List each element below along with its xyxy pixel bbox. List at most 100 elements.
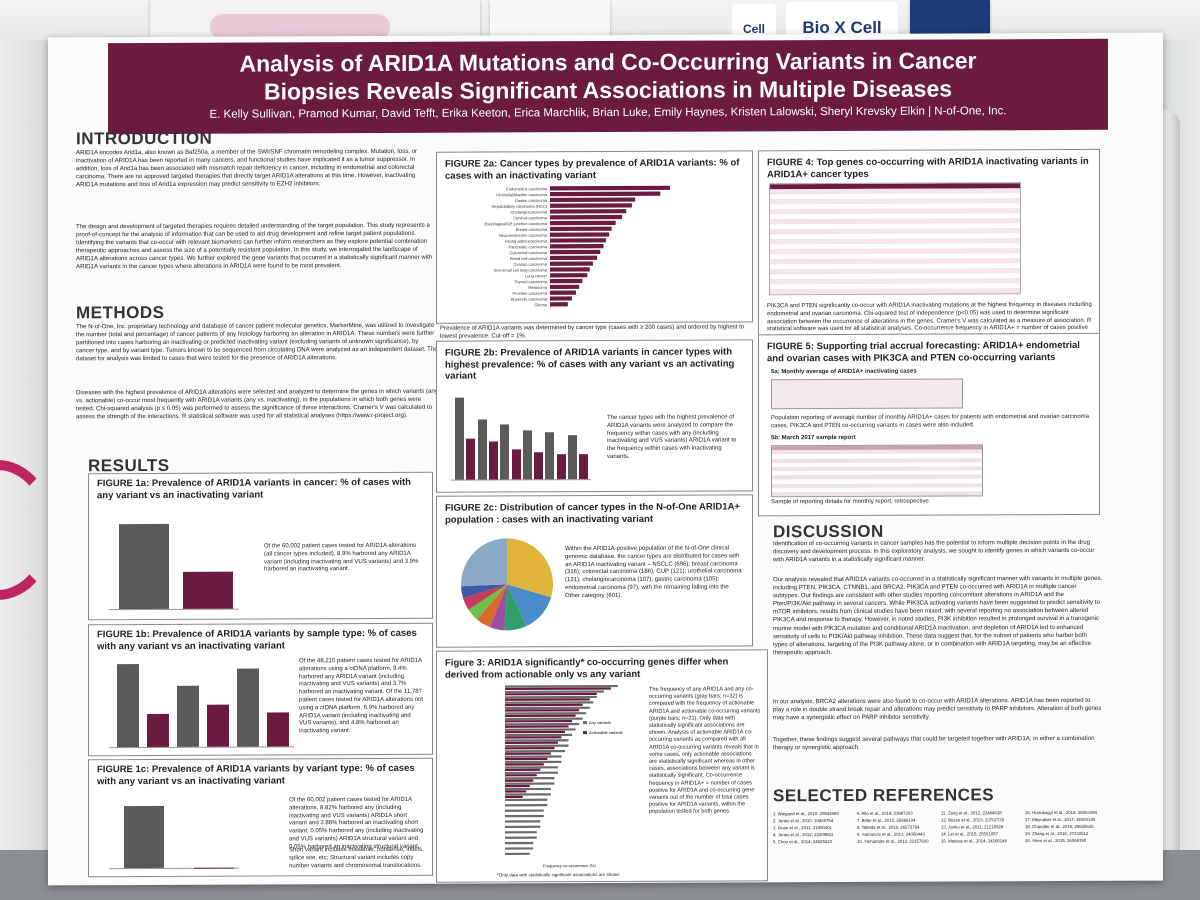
figure-3-caption: The frequency of any ARID1A and any co-o…: [649, 686, 761, 816]
fig3-bar-any: [505, 825, 541, 829]
figure-1c-title: FIGURE 1c: Prevalence of ARID1A variants…: [97, 762, 415, 787]
chart-bar: [207, 704, 229, 747]
references-column: 1. Wiegand et al., 2010; 20942669 2. Jone…: [773, 810, 855, 845]
fig3-bar-any: [505, 787, 551, 791]
references-column: 16. Hortobagyi et al., 2016; 26503394 17.…: [1025, 809, 1107, 844]
figure-3-chart: Any variants Actionable variants Frequency…: [505, 684, 623, 868]
fig2a-bar: [550, 278, 583, 284]
fig3-bar-any: [505, 782, 555, 785]
fig2a-category-label: Glioma: [534, 302, 547, 307]
fig2c-slice: [477, 584, 507, 628]
fig2a-category-label: Cervical carcinoma: [513, 215, 548, 220]
poster-title-bar: Analysis of ARID1A Mutations and Co-Occu…: [108, 38, 1108, 135]
chart-bar: [237, 668, 259, 747]
chart-bar: [194, 867, 234, 868]
fig3-bar-any: [505, 820, 541, 823]
reference-item: 20. Shen et al., 2015; 26069190: [1025, 837, 1087, 844]
fig3-bar-any: [505, 814, 544, 818]
fig3-bar-actionable: [505, 790, 527, 793]
chart-bar: [579, 454, 589, 480]
fig3-bar-any: [505, 722, 580, 726]
fig2a-category-label: Gastric carcinoma: [515, 198, 548, 203]
figure-1b-chart: [109, 658, 294, 749]
figure-1c: FIGURE 1c: Prevalence of ARID1A variants…: [88, 757, 433, 878]
fig2a-category-label: Endometrial carcinoma: [506, 186, 548, 191]
fig2a-bar: [550, 273, 588, 278]
fig2a-bar: [550, 296, 572, 301]
chart-bar: [477, 419, 487, 480]
reference-item: 5. Chou et al., 2014; 24925223: [773, 839, 833, 845]
discussion-p2: Our analysis revealed that ARID1A varian…: [773, 574, 1103, 657]
chart-bar: [147, 714, 169, 748]
fig3-bar-actionable: [505, 703, 583, 707]
poster-title-line1: Analysis of ARID1A Mutations and Co-Occu…: [239, 47, 977, 77]
fig2c-slice: [504, 584, 527, 631]
figure-5a-subtitle: 5a: Monthly average of ARID1A+ inactivat…: [771, 368, 917, 376]
chart-bar: [500, 424, 510, 480]
discussion-p3: In our analysis, BRCA2 alterations were …: [773, 696, 1102, 722]
fig2a-bar: [550, 220, 616, 226]
figure-2c-chart: [461, 538, 553, 631]
poster-authors: E. Kelly Sullivan, Pramod Kumar, David T…: [209, 105, 1007, 121]
introduction-p2: The design and development of targeted t…: [76, 221, 433, 271]
fig2a-category-label: Cholangiocarcinoma: [511, 209, 548, 214]
fig3-legend-label: Actionable variants: [589, 730, 623, 735]
fig2a-bar: [550, 244, 604, 249]
figure-2a: FIGURE 2a: Cancer types by prevalence of…: [436, 150, 753, 324]
chart-bar: [522, 429, 532, 480]
fig2a-category-label: Thyroid carcinoma: [514, 279, 548, 284]
chart-bar: [183, 571, 233, 609]
fig2a-bar: [550, 226, 612, 232]
figure-5b-table: [771, 444, 983, 498]
figure-1a-title: FIGURE 1a: Prevalence of ARID1A variants…: [97, 476, 411, 501]
fig3-bar-any: [505, 701, 594, 704]
fig2a-category-label: Urothelial/bladder carcinoma: [496, 192, 548, 197]
fig2a-category-label: Esophageal/GE junction carcinoma: [485, 221, 548, 226]
fig3-bar-any: [505, 771, 558, 775]
introduction-heading: INTRODUCTION: [76, 128, 213, 149]
methods-heading: METHODS: [76, 302, 165, 323]
fig3-bar-actionable: [505, 741, 558, 745]
figure-2c-title: FIGURE 2c: Distribution of cancer types …: [445, 501, 740, 526]
fig3-bar-any: [505, 744, 569, 748]
fig2a-bar: [550, 255, 598, 261]
figure-2a-chart: Endometrial carcinomaUrothelial/bladder …: [485, 185, 670, 307]
fig3-bar-any: [505, 706, 590, 710]
chart-bar: [117, 664, 139, 748]
fig3-bar-any: [505, 739, 569, 742]
chart-bar: [466, 438, 476, 480]
figure-2a-title: FIGURE 2a: Cancer types by prevalence of…: [445, 157, 740, 182]
fig3-bar-actionable: [505, 709, 580, 712]
chart-bar: [534, 451, 544, 480]
chart-bar: [511, 449, 521, 480]
fig2a-bar: [550, 267, 590, 272]
fig2c-slice: [462, 584, 507, 610]
figure-2b-title: FIGURE 2b: Prevalence of ARID1A variants…: [445, 346, 735, 382]
figure-1c-caption: Of the 60,002 patient cases tested for A…: [289, 796, 424, 851]
fig2a-category-label: Ovarian carcinoma: [513, 262, 547, 267]
fig2a-bar: [550, 185, 670, 191]
chart-bar: [119, 524, 169, 610]
fig3-bar-any: [505, 766, 558, 769]
discussion-p1: Identification of co-occurring variants …: [773, 538, 1095, 564]
fig3-bar-actionable: [505, 774, 537, 777]
fig3-bar-actionable: [505, 779, 534, 782]
figure-3-footnote: *Only data with statistically significan…: [497, 871, 620, 878]
fig2a-category-label: Melanoma: [528, 285, 547, 290]
fig2a-category-label: Breast carcinoma: [516, 227, 548, 232]
fig2c-slice: [507, 584, 552, 627]
fig3-bar-actionable: [505, 763, 544, 766]
fig3-bar-actionable: [505, 719, 573, 723]
fig3-bar-actionable: [505, 752, 551, 755]
fig2a-category-label: Hepatobiliary carcinoma (HCC): [492, 204, 548, 209]
fig3-bar-actionable: [505, 692, 597, 696]
fig3-bar-actionable: [505, 757, 548, 761]
figure-1a: FIGURE 1a: Prevalence of ARID1A variants…: [88, 471, 433, 621]
figure-2b: FIGURE 2b: Prevalence of ARID1A variants…: [436, 339, 753, 493]
figure-3-title: Figure 3: ARID1A significantly* co-occur…: [445, 656, 729, 681]
fig3-bar-any: [505, 809, 544, 812]
reference-item: 15. Mackay et al., 2014; 24166148: [941, 838, 1007, 844]
chart-bar: [568, 435, 577, 480]
fig3-bar-any: [505, 755, 562, 758]
research-poster: Analysis of ARID1A Mutations and Co-Occu…: [48, 32, 1163, 886]
